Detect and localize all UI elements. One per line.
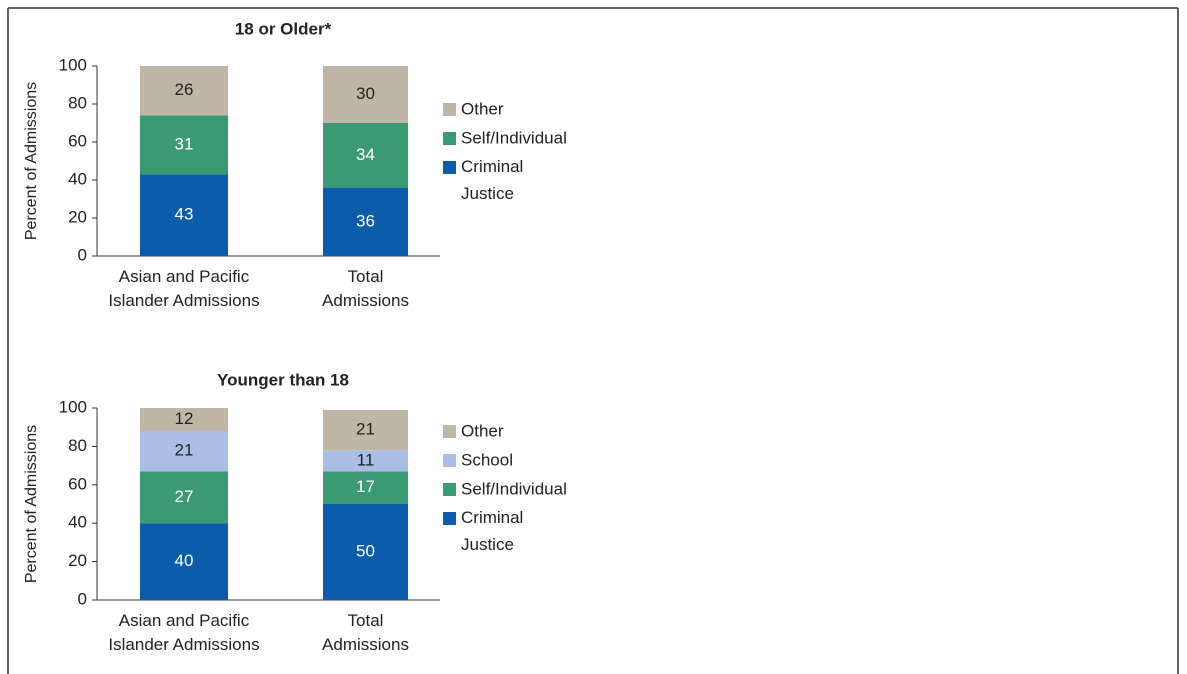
value-label: 43 [175, 205, 194, 224]
y-tick-label: 20 [68, 207, 87, 226]
legend-label: Other [461, 421, 504, 440]
value-label: 30 [356, 84, 375, 103]
y-tick-label: 100 [59, 55, 87, 74]
bar-segment [323, 504, 408, 600]
y-tick-label: 80 [68, 93, 87, 112]
bar-segment [140, 471, 228, 524]
legend-swatch [443, 132, 456, 145]
legend-label: Criminal Justice [461, 508, 523, 554]
value-label: 17 [356, 477, 375, 496]
chart-title: 18 or Older* [235, 19, 332, 38]
legend-label: Other [461, 99, 504, 118]
legend-swatch [443, 161, 456, 174]
bar-segment [140, 115, 228, 175]
value-label: 21 [175, 441, 194, 460]
value-label: 21 [356, 420, 375, 439]
value-label: 36 [356, 211, 375, 230]
bar-segment [323, 450, 408, 472]
bar-segment [323, 123, 408, 188]
bar-segment [140, 523, 228, 600]
legend-swatch [443, 512, 456, 525]
x-tick-label: Total Admissions [322, 267, 409, 310]
chart-title: Younger than 18 [217, 370, 349, 389]
value-label: 34 [356, 145, 375, 164]
bar-segment [140, 174, 228, 256]
value-label: 26 [175, 80, 194, 99]
bar-segment [323, 409, 408, 451]
bar-segment [323, 66, 408, 123]
legend-swatch [443, 454, 456, 467]
y-tick-label: 100 [59, 397, 87, 416]
value-label: 31 [175, 134, 194, 153]
value-label: 11 [357, 450, 375, 469]
y-tick-label: 0 [78, 589, 87, 608]
value-label: 12 [175, 409, 194, 428]
value-label: 27 [175, 487, 194, 506]
bar-segment [323, 187, 408, 256]
legend-label: School [461, 450, 513, 469]
y-tick-label: 60 [68, 131, 87, 150]
y-tick-label: 60 [68, 474, 87, 493]
x-tick-label: Asian and Pacific Islander Admissions [108, 267, 259, 310]
bar-segment [140, 431, 228, 472]
legend-swatch [443, 425, 456, 438]
x-tick-label: Total Admissions [322, 611, 409, 654]
value-label: 40 [175, 551, 194, 570]
legend-swatch [443, 103, 456, 116]
y-tick-label: 20 [68, 551, 87, 570]
legend-label: Criminal Justice [461, 157, 523, 203]
y-tick-label: 40 [68, 169, 87, 188]
legend-swatch [443, 483, 456, 496]
y-axis-label: Percent of Admissions [23, 425, 40, 583]
y-axis-label: Percent of Admissions [23, 82, 40, 240]
bar-segment [140, 66, 228, 116]
legend-label: Self/Individual [461, 479, 567, 498]
y-tick-label: 40 [68, 513, 87, 532]
bar-segment [140, 408, 228, 432]
value-label: 50 [356, 541, 375, 560]
y-tick-label: 0 [78, 245, 87, 264]
bar-segment [323, 471, 408, 504]
y-tick-label: 80 [68, 436, 87, 455]
x-tick-label: Asian and Pacific Islander Admissions [108, 611, 259, 654]
legend-label: Self/Individual [461, 128, 567, 147]
